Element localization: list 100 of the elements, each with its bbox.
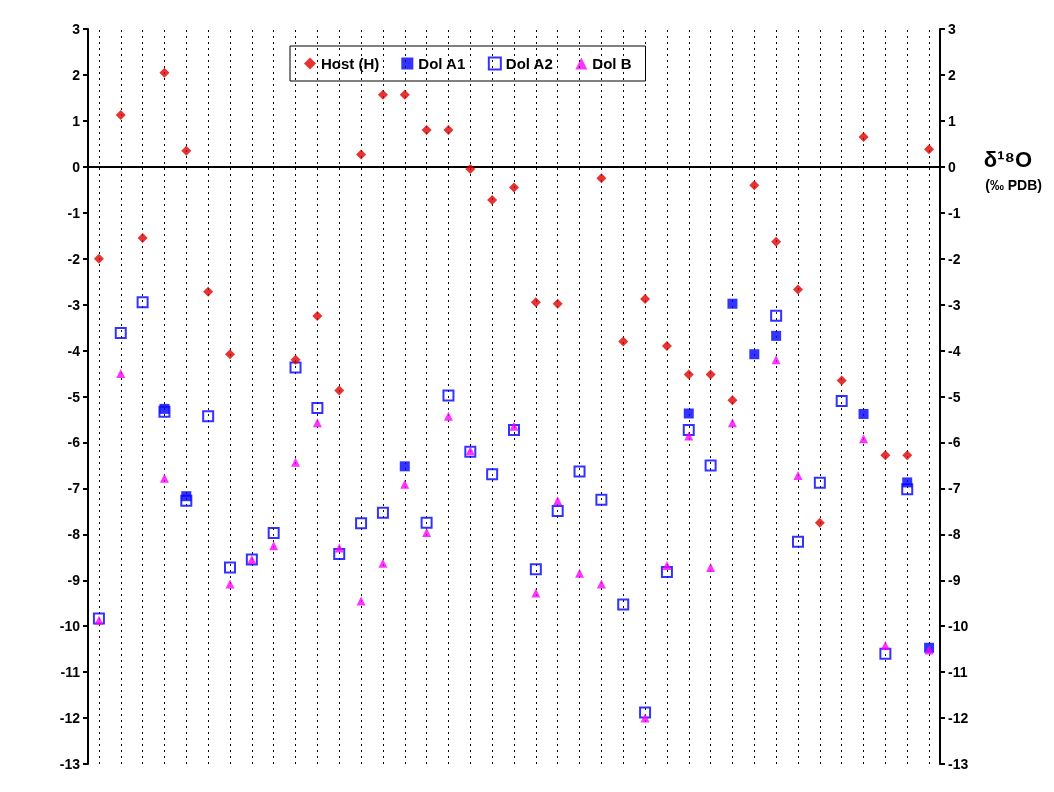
point xyxy=(333,548,346,561)
y2-tick-label: -2 xyxy=(948,250,961,267)
y-tick-label: 0 xyxy=(72,158,81,175)
y2-tick-label: -3 xyxy=(948,296,961,313)
point xyxy=(159,67,170,78)
point xyxy=(683,369,694,380)
point xyxy=(442,389,455,402)
point xyxy=(376,506,389,519)
point xyxy=(618,336,629,347)
point xyxy=(705,369,716,380)
point xyxy=(639,706,652,719)
point xyxy=(400,479,410,489)
point xyxy=(835,395,848,408)
point xyxy=(137,233,148,244)
point xyxy=(640,294,651,305)
point xyxy=(902,450,913,461)
point xyxy=(399,461,410,472)
point xyxy=(312,311,323,322)
point xyxy=(290,354,301,365)
point xyxy=(420,516,433,529)
y-tick-label: 2 xyxy=(72,66,81,83)
point xyxy=(159,403,170,414)
legend-label: Dol A2 xyxy=(505,55,553,72)
point xyxy=(595,493,608,506)
point xyxy=(509,421,519,431)
y2-tick-label: 0 xyxy=(948,158,956,175)
point xyxy=(682,424,695,437)
y2-tick-label: -11 xyxy=(948,664,968,681)
point xyxy=(749,349,760,360)
point xyxy=(311,401,324,414)
point xyxy=(465,164,476,175)
point xyxy=(727,418,737,428)
point xyxy=(115,109,126,120)
point xyxy=(858,131,869,142)
point xyxy=(181,491,192,502)
point xyxy=(225,349,235,360)
y-tick-label: -3 xyxy=(67,296,81,313)
point xyxy=(683,408,694,419)
point xyxy=(924,144,935,155)
point xyxy=(158,405,171,418)
point xyxy=(224,561,236,574)
point xyxy=(378,558,388,568)
point xyxy=(509,182,519,193)
point xyxy=(93,253,104,264)
point xyxy=(180,494,193,507)
point xyxy=(771,330,782,341)
point xyxy=(422,527,432,537)
y-tick-label: -4 xyxy=(67,342,81,359)
point xyxy=(334,543,344,553)
point xyxy=(551,504,564,517)
y2-tick-label: 1 xyxy=(948,112,956,129)
point xyxy=(684,431,694,441)
point xyxy=(706,562,716,572)
y2-tick-label: -7 xyxy=(948,480,961,497)
y-tick-label: -5 xyxy=(67,388,81,405)
point xyxy=(704,459,717,472)
y-tick-label: -11 xyxy=(60,664,81,681)
point xyxy=(617,598,630,611)
point xyxy=(136,296,149,309)
point xyxy=(530,297,541,308)
point xyxy=(880,640,890,650)
legend-label: Host (H) xyxy=(321,55,380,72)
y-tick-label: 3 xyxy=(72,21,81,37)
point xyxy=(552,298,563,309)
point xyxy=(421,125,432,136)
point xyxy=(662,561,672,571)
point xyxy=(836,375,847,386)
point xyxy=(181,145,192,156)
point xyxy=(814,517,825,528)
point xyxy=(267,526,280,539)
point xyxy=(575,568,585,578)
y2-tick-label: -13 xyxy=(948,756,969,772)
point xyxy=(640,713,650,723)
y2-tick-label: -4 xyxy=(948,342,961,359)
point xyxy=(531,588,541,598)
point xyxy=(727,298,738,309)
point xyxy=(355,517,368,530)
y-tick-label: -1 xyxy=(67,204,81,221)
point xyxy=(770,309,783,322)
point xyxy=(334,385,345,396)
y-tick-label: -10 xyxy=(59,618,81,635)
point xyxy=(858,408,869,419)
y2-tick-label: 3 xyxy=(948,21,956,37)
point xyxy=(573,465,586,478)
point xyxy=(225,579,235,589)
point xyxy=(377,89,388,100)
point xyxy=(114,327,127,340)
y2-tick-label: -12 xyxy=(948,710,969,727)
point xyxy=(399,89,410,100)
point xyxy=(289,361,302,374)
point xyxy=(901,483,914,496)
point xyxy=(880,450,891,461)
point xyxy=(508,424,520,437)
y2-tick-label: -5 xyxy=(948,388,961,405)
y2-tick-label: -8 xyxy=(948,526,961,543)
legend-label: Dol A1 xyxy=(418,55,466,72)
y-tick-label: -7 xyxy=(67,480,81,497)
point xyxy=(443,125,454,136)
point xyxy=(793,284,803,295)
point xyxy=(793,471,803,481)
